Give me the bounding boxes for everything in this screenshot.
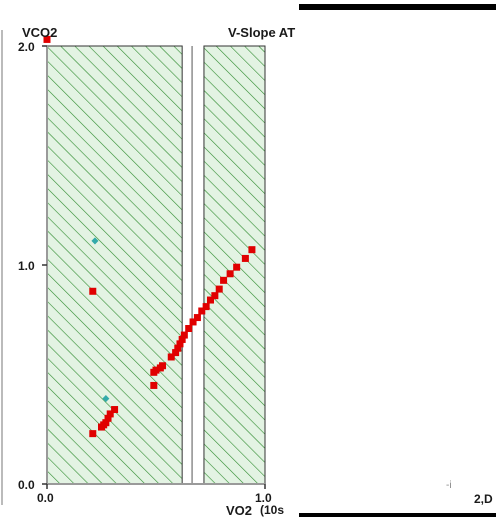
data-point	[111, 406, 119, 414]
data-point	[207, 296, 214, 304]
data-point	[174, 344, 182, 352]
hatched-band-0	[46, 45, 183, 485]
data-point	[172, 349, 180, 357]
data-point	[185, 325, 193, 333]
data-point	[211, 292, 219, 300]
bottom-border-bar	[299, 513, 496, 517]
data-point	[152, 366, 160, 374]
chart-title: V-Slope AT	[228, 25, 295, 40]
data-point	[89, 430, 97, 438]
y-tick-label: 2.0	[18, 40, 35, 54]
data-point	[89, 287, 97, 295]
data-point	[248, 246, 256, 254]
x-unit-fragment: (10s	[260, 503, 284, 517]
data-point	[176, 340, 184, 348]
y-axis-name: VCO2	[22, 25, 57, 40]
data-point	[215, 285, 223, 293]
data-point	[159, 362, 167, 370]
x-far-tick: 2,D	[474, 492, 493, 506]
data-point	[189, 318, 197, 326]
data-point	[241, 254, 249, 262]
data-point	[178, 335, 186, 343]
x-tick-label: 1.0	[255, 491, 272, 505]
data-point	[180, 331, 188, 339]
x-axis-name: VO2	[226, 503, 252, 517]
data-point	[220, 276, 228, 284]
data-point	[106, 410, 114, 418]
y-tick-label: 1.0	[18, 259, 35, 273]
hatched-bands	[46, 45, 266, 485]
axes: 0.0 1.0 2.0 0.0 1.0	[1, 30, 272, 505]
y-tick-label: 0.0	[18, 478, 35, 492]
cursor-mark: -i	[446, 480, 452, 491]
data-point	[233, 263, 241, 271]
x-tick-label: 0.0	[37, 491, 54, 505]
data-point	[167, 353, 175, 361]
top-border-bar	[299, 4, 496, 10]
data-point	[202, 303, 210, 311]
data-point	[104, 414, 112, 422]
data-point	[102, 419, 110, 427]
data-point	[193, 314, 201, 322]
data-point	[198, 307, 206, 315]
excluded-point	[91, 237, 99, 245]
data-point	[150, 381, 158, 389]
labels: VCO2 V-Slope AT VO2 (10s 2,D -i	[22, 25, 493, 517]
data-point	[226, 270, 234, 278]
data-point	[43, 35, 51, 43]
excluded-point	[102, 395, 110, 403]
data-points	[43, 35, 256, 438]
